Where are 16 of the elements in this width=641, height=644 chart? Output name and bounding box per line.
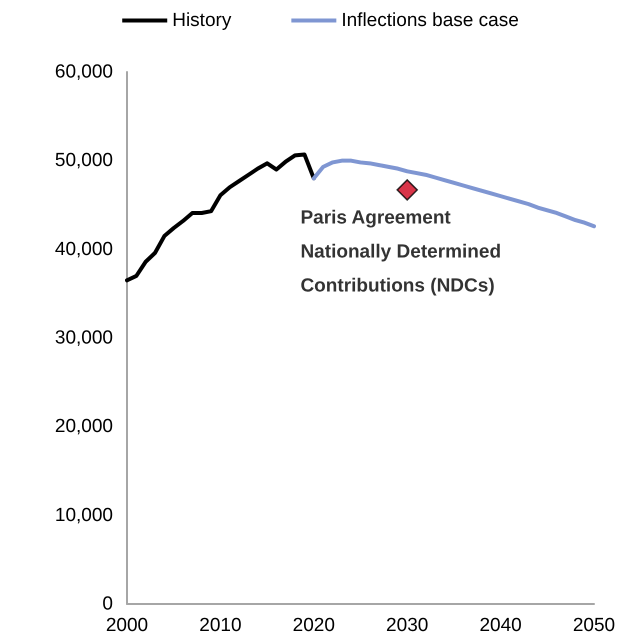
y-tick-label: 50,000: [54, 150, 113, 172]
y-tick-label: 10,000: [54, 504, 113, 526]
legend-label: History: [172, 10, 232, 31]
x-tick-label: 2000: [106, 615, 148, 636]
x-tick-label: 2030: [386, 615, 428, 636]
x-tick-label: 2050: [572, 615, 616, 636]
y-tick-label: 60,000: [54, 62, 113, 82]
x-tick-label: 2020: [292, 615, 335, 636]
x-tick-label: 2010: [199, 615, 242, 636]
text: Paris Agreement Nationally Determined Contributions (NDCs): [300, 208, 506, 297]
y-tick-label: 30,000: [54, 328, 113, 348]
y-tick-label: 40,000: [54, 238, 113, 260]
x-tick-label: 2040: [479, 615, 522, 636]
legend-label: Inflections base case: [341, 10, 519, 31]
y-tick-label: 20,000: [54, 416, 113, 438]
y-tick-label: 0: [102, 594, 113, 614]
